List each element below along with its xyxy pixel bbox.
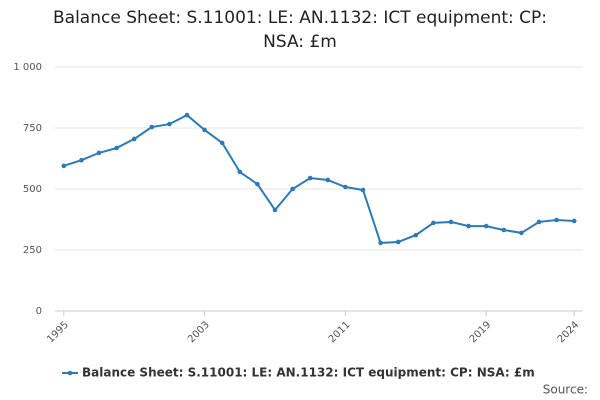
point <box>96 150 102 156</box>
point <box>325 177 331 183</box>
x-tick-label: 2003 <box>186 319 212 345</box>
point <box>378 240 383 246</box>
point <box>202 127 207 133</box>
point <box>343 184 348 190</box>
point <box>290 186 295 192</box>
x-tick-label: 2011 <box>327 319 353 345</box>
line <box>63 113 575 244</box>
point <box>307 175 313 181</box>
y-tick-label: 750 <box>23 123 42 134</box>
point <box>219 140 225 146</box>
point <box>167 121 172 127</box>
point <box>536 219 542 225</box>
point <box>501 227 507 233</box>
point <box>237 169 243 175</box>
point <box>395 239 401 245</box>
point <box>79 157 84 163</box>
point <box>571 218 577 224</box>
point <box>360 187 366 193</box>
point <box>114 145 119 151</box>
point <box>413 232 419 238</box>
point <box>272 207 278 213</box>
y-tick-label: 250 <box>23 245 42 256</box>
point <box>466 223 471 229</box>
y-tick-label: 1 000 <box>13 62 42 73</box>
point <box>554 217 559 223</box>
point <box>448 219 454 225</box>
x-tick-label: 2024 <box>556 319 582 345</box>
point <box>61 163 67 169</box>
legend-point <box>67 370 73 376</box>
legend-label: Balance Sheet: S.11001: LE: AN.1132: ICT… <box>82 366 535 380</box>
point <box>483 223 489 229</box>
point <box>255 181 260 187</box>
x-tick-label: 2019 <box>468 319 494 345</box>
point <box>184 112 190 118</box>
point <box>131 136 137 142</box>
y-tick-label: 500 <box>23 184 42 195</box>
source: Source: <box>543 383 588 397</box>
point <box>519 230 524 236</box>
y-tick-label: 0 <box>36 306 42 317</box>
chart-title: Balance Sheet: S.11001: LE: AN.1132: ICT… <box>52 8 548 52</box>
point <box>431 220 436 226</box>
x-tick-label: 1995 <box>45 319 71 345</box>
point <box>149 124 155 130</box>
